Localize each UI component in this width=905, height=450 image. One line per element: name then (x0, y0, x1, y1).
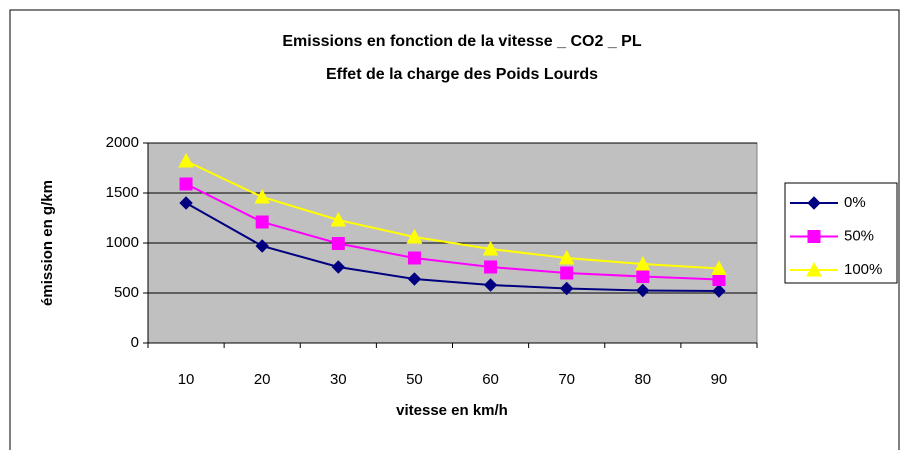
marker (179, 196, 193, 210)
chart-subtitle: Effet de la charge des Poids Lourds (326, 66, 598, 83)
y-tick-label: 1500 (106, 184, 139, 201)
marker (483, 278, 498, 292)
y-tick-label: 500 (114, 284, 139, 301)
x-tick-label: 70 (558, 371, 575, 388)
marker (407, 272, 422, 286)
x-tick-label: 50 (406, 371, 423, 388)
y-tick-label: 2000 (106, 134, 139, 151)
marker (634, 255, 651, 271)
x-tick-label: 10 (178, 371, 195, 388)
marker (636, 270, 650, 283)
x-tick-label: 20 (254, 371, 271, 388)
x-tick-label: 30 (330, 371, 347, 388)
marker (712, 273, 726, 286)
marker (331, 260, 346, 274)
legend-label: 0% (844, 194, 866, 211)
y-tick-label: 1000 (106, 234, 139, 251)
marker (331, 237, 345, 250)
marker (255, 215, 269, 229)
x-axis-label: vitesse en km/h (396, 402, 508, 419)
legend: 0% 50% 100% (784, 182, 898, 284)
legend-marker (807, 230, 821, 243)
marker (712, 284, 726, 298)
x-tick-label: 90 (711, 371, 728, 388)
marker (406, 228, 423, 244)
series-line (185, 160, 719, 270)
x-tick-label: 60 (482, 371, 499, 388)
legend-marker (807, 196, 821, 210)
x-tick-label: 80 (634, 371, 651, 388)
marker (711, 260, 727, 275)
marker (559, 281, 574, 296)
legend-box (784, 182, 898, 284)
marker (558, 249, 575, 265)
marker (178, 152, 194, 168)
marker (560, 266, 574, 280)
marker (482, 240, 499, 256)
marker (330, 211, 347, 227)
marker (254, 188, 271, 204)
marker (484, 260, 498, 274)
series-line (185, 183, 719, 281)
series-line (185, 202, 719, 292)
chart-title: Emissions en fonction de la vitesse _ CO… (282, 33, 641, 50)
legend-label: 100% (844, 261, 882, 278)
legend-marker (806, 261, 822, 277)
y-tick-label: 0 (131, 334, 139, 351)
marker (179, 177, 193, 191)
marker (255, 239, 269, 253)
marker (636, 283, 650, 298)
marker (407, 251, 421, 265)
y-axis-label: émission en g/km (39, 180, 56, 306)
legend-label: 50% (844, 227, 874, 244)
